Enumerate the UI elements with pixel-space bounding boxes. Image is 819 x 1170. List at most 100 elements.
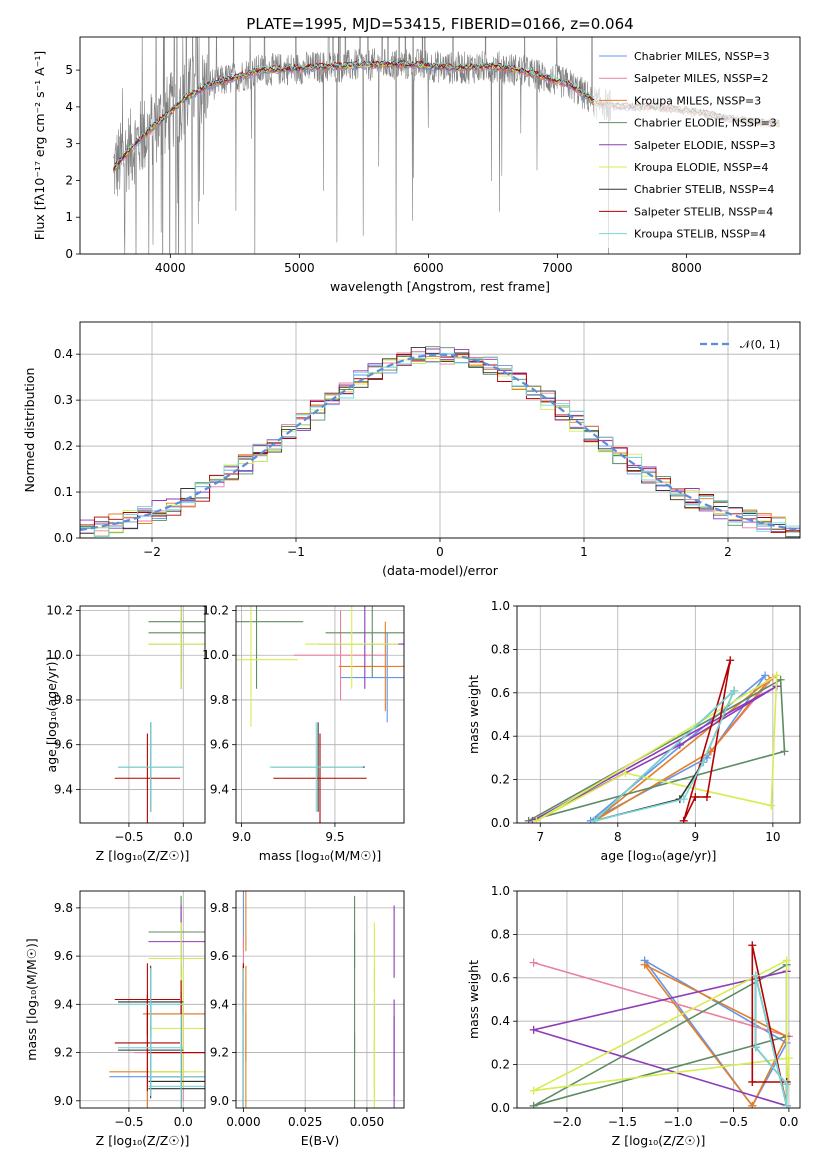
weight-marker-salpeter_stelib [702, 792, 711, 801]
weight-marker-chabrier_elodie [780, 747, 789, 756]
weight-marker-chabrier_elodie [529, 1101, 538, 1108]
x-tick-label: 1 [580, 545, 588, 559]
frame-mass_vs_Z: −0.5 0.0 9.0 9.2 9.4 9.6 9.8 Z [log₁₀(Z/Z☉)] mas… [24, 890, 206, 1148]
weight-marker-kroupa_elodie [532, 816, 541, 823]
weight-marker-kroupa_stelib [679, 795, 688, 804]
x-axis-label: Z [log₁₀(Z/Z☉)] [96, 1133, 190, 1148]
x-tick-label: 0.0 [174, 830, 193, 844]
axes-frame [235, 605, 405, 824]
weight-marker-salpeter_miles [529, 958, 538, 967]
weight-marker-chabrier_miles [761, 671, 770, 680]
weight-line-chabrier_miles [590, 674, 766, 822]
x-tick-label: 0.025 [288, 1115, 322, 1129]
x-tick-label: 8000 [671, 261, 702, 275]
y-tick-label: 5 [65, 63, 73, 77]
x-tick-label: 9.5 [325, 830, 344, 844]
x-axis-label: age [log₁₀(age/yr)] [601, 848, 717, 863]
y-axis-label: mass [log₁₀(M/M☉)] [24, 938, 39, 1060]
y-tick-label: 0.3 [54, 393, 73, 407]
axes-frame [79, 605, 206, 824]
panel-age_vs_mass: 9.0 9.5 9.4 9.6 9.8 10.0 10.2 mass [log₁₀(M/M☉)… [202, 603, 405, 863]
frame-spectrum: 4000 5000 6000 7000 8000 0 1 2 3 4 5 wavelength [An… [32, 15, 801, 294]
residual-legend: 𝒩(0, 1) [700, 338, 780, 351]
panel-weight_vs_Z: −2.0 −1.5 −1.0 −0.5 0.0 0.0 0.2 0.4 0.6 0.8 1.0 Z [… [466, 884, 801, 1148]
y-tick-label: 0.2 [491, 773, 510, 787]
y-tick-label: 0.4 [491, 1014, 510, 1028]
y-tick-label: 9.0 [210, 1094, 229, 1108]
x-tick-label: −2 [143, 545, 161, 559]
y-tick-label: 0.8 [491, 642, 510, 656]
legend-label: 𝒩(0, 1) [740, 338, 780, 351]
grid-mass_vs_ebv [236, 891, 404, 1108]
y-axis-label: Flux [fλ10⁻¹⁷ erg cm⁻² s⁻¹ A⁻¹] [32, 51, 47, 240]
x-tick-label: 2 [724, 545, 732, 559]
y-axis-label: mass weight [466, 675, 481, 754]
x-tick-label: 0.0 [174, 1115, 193, 1129]
weight-marker-salpeter_stelib [748, 1077, 757, 1086]
weight-marker-kroupa_miles [748, 1101, 757, 1108]
y-tick-label: 9.6 [210, 738, 229, 752]
y-tick-label: 9.6 [54, 949, 73, 963]
frame-weight_vs_age: 7 8 9 10 0.0 0.2 0.4 0.6 0.8 1.0 age [log₁₀(age/yr… [466, 599, 801, 863]
x-tick-label: −0.5 [114, 830, 143, 844]
x-tick-label: −1.5 [608, 1115, 637, 1129]
x-tick-label: 9.0 [232, 830, 251, 844]
panel-mass_vs_ebv: 0.000 0.025 0.050 9.0 9.2 9.4 9.6 9.8 E(B-V) [210, 890, 405, 1148]
y-tick-label: 9.6 [210, 949, 229, 963]
x-tick-label: 4000 [155, 261, 186, 275]
y-tick-label: 4 [65, 100, 73, 114]
frame-mass_vs_ebv: 0.000 0.025 0.050 9.0 9.2 9.4 9.6 9.8 E(B-V) [210, 890, 405, 1148]
plot-age_vs_Z [114, 606, 205, 823]
weight-marker-kroupa_elodie [621, 769, 630, 778]
y-tick-label: 0.4 [491, 729, 510, 743]
legend-label: Chabrier ELODIE, NSSP=3 [634, 117, 777, 130]
y-tick-label: 0.2 [54, 439, 73, 453]
legend-label: Salpeter MILES, NSSP=2 [634, 72, 768, 85]
plot-residuals [80, 346, 800, 538]
y-tick-label: 9.8 [54, 693, 73, 707]
y-tick-label: 1.0 [491, 884, 510, 898]
plot-mass_vs_ebv [242, 891, 395, 1108]
x-tick-label: −2.0 [552, 1115, 581, 1129]
chart-title: PLATE=1995, MJD=53415, FIBERID=0166, z=0… [246, 15, 633, 33]
weight-line-kroupa_miles [593, 679, 770, 822]
y-tick-label: 0.0 [491, 1101, 510, 1115]
x-tick-label: 0 [436, 545, 444, 559]
y-tick-label: 1.0 [491, 599, 510, 613]
panel-age_vs_Z: −0.5 0.0 9.4 9.6 9.8 10.0 10.2 Z [log₁₀(Z/Z☉)] a… [44, 603, 206, 863]
legend-label: Chabrier MILES, NSSP=3 [634, 50, 770, 63]
normal-curve [80, 353, 800, 531]
weight-marker-kroupa_elodie [767, 801, 776, 810]
plot-weight_vs_Z [529, 941, 793, 1108]
weight-marker-kroupa_elodie [772, 671, 781, 680]
y-tick-label: 10.2 [202, 603, 229, 617]
y-tick-label: 3 [65, 137, 73, 151]
x-tick-label: 6000 [413, 261, 444, 275]
x-tick-label: −1 [287, 545, 305, 559]
x-axis-label: Z [log₁₀(Z/Z☉)] [96, 848, 190, 863]
panel-residuals: −2 −1 0 1 2 0.0 0.1 0.2 0.3 0.4 (data-model)/error… [22, 321, 801, 578]
y-tick-label: 0.6 [491, 686, 510, 700]
plot-age_vs_mass [236, 606, 404, 823]
weight-marker-salpeter_stelib [726, 656, 735, 665]
x-tick-label: −1.0 [663, 1115, 692, 1129]
x-tick-label: 9 [692, 830, 700, 844]
x-axis-label: mass [log₁₀(M/M☉)] [259, 848, 381, 863]
y-tick-label: 9.8 [54, 901, 73, 915]
weight-marker-kroupa_stelib [782, 1101, 791, 1108]
axes-frame [79, 36, 801, 255]
y-tick-label: 1 [65, 210, 73, 224]
weight-line-chabrier_elodie [528, 678, 786, 822]
x-tick-label: −0.5 [114, 1115, 143, 1129]
y-tick-label: 9.4 [210, 997, 229, 1011]
x-tick-label: 8 [614, 830, 622, 844]
legend-label: Salpeter ELODIE, NSSP=3 [634, 139, 776, 152]
frame-residuals: −2 −1 0 1 2 0.0 0.1 0.2 0.3 0.4 (data-model)/error… [22, 321, 801, 578]
weight-marker-kroupa_stelib [590, 816, 599, 823]
weight-line-kroupa_elodie [535, 673, 778, 822]
weight-marker-kroupa_miles [640, 960, 649, 969]
legend-label: Chabrier STELIB, NSSP=4 [634, 183, 774, 196]
axes-frame [235, 890, 405, 1109]
frame-weight_vs_Z: −2.0 −1.5 −1.0 −0.5 0.0 0.0 0.2 0.4 0.6 0.8 1.0 Z [… [466, 884, 801, 1148]
